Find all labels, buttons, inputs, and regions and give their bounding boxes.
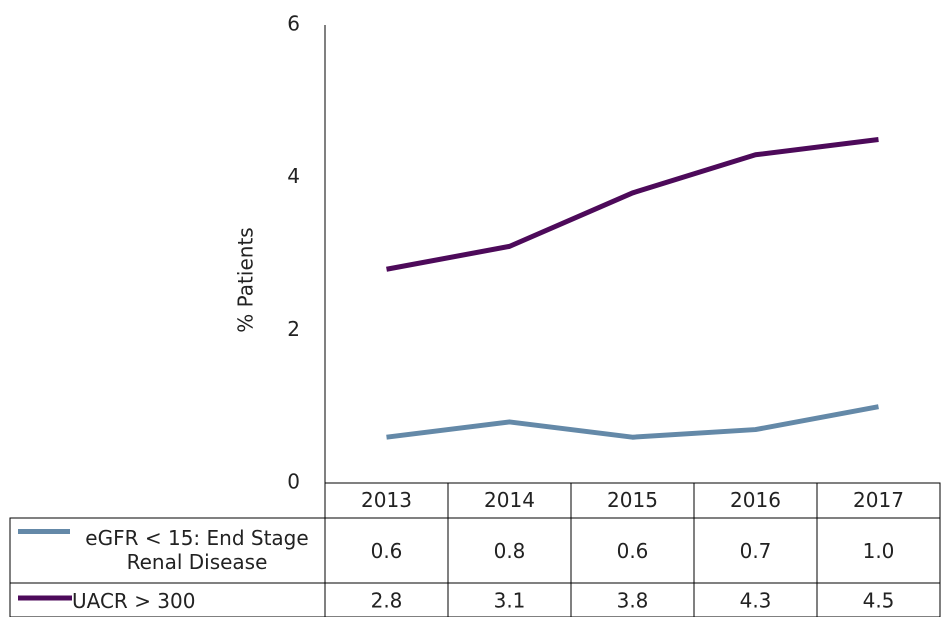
table-value: 3.1 xyxy=(494,589,526,613)
legend-label-box: UACR > 300 xyxy=(72,589,196,613)
legend-label: UACR > 300 xyxy=(72,589,196,613)
y-tick-label: 4 xyxy=(287,164,300,188)
x-tick-label: 2015 xyxy=(607,488,658,512)
table-value: 0.7 xyxy=(740,539,772,563)
table-value: 0.6 xyxy=(617,539,649,563)
x-tick-label: 2017 xyxy=(853,488,904,512)
x-tick-label: 2016 xyxy=(730,488,781,512)
table-cell xyxy=(816,582,941,617)
table-value: 0.8 xyxy=(494,539,526,563)
table-value: 2.8 xyxy=(371,589,403,613)
legend-label: eGFR < 15: End Stage Renal Disease xyxy=(85,526,309,574)
table-value: 1.0 xyxy=(863,539,895,563)
legend-label-box: eGFR < 15: End Stage Renal Disease xyxy=(85,526,309,574)
y-tick-label: 6 xyxy=(287,12,300,36)
series-line xyxy=(386,137,879,272)
table-value: 4.3 xyxy=(740,589,772,613)
y-axis-label: % Patients xyxy=(234,227,258,332)
series-line xyxy=(386,404,879,440)
table-value: 4.5 xyxy=(863,589,895,613)
y-tick-label: 2 xyxy=(287,317,300,341)
table-value: 3.8 xyxy=(617,589,649,613)
x-tick-label: 2014 xyxy=(484,488,535,512)
x-tick-label: 2013 xyxy=(361,488,412,512)
y-tick-label: 0 xyxy=(287,470,300,494)
table-value: 0.6 xyxy=(371,539,403,563)
